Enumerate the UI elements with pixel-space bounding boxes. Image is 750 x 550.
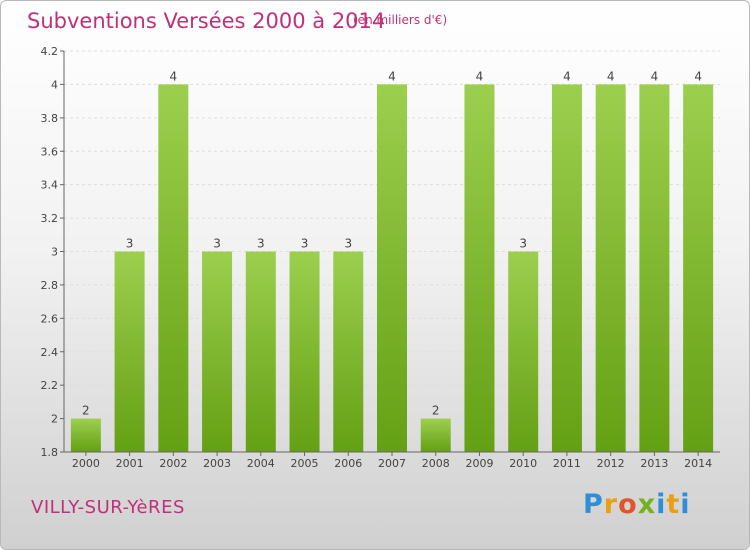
bar-2003 — [202, 251, 233, 452]
data-label: 4 — [388, 69, 396, 83]
bar-2009 — [464, 84, 495, 453]
bar-2001 — [114, 251, 145, 452]
data-label: 4 — [607, 69, 615, 83]
data-label: 4 — [563, 69, 571, 83]
proxiti-logo[interactable]: Proxiti — [583, 489, 691, 520]
x-tick-label: 2012 — [597, 457, 625, 470]
x-tick-label: 2001 — [116, 457, 144, 470]
data-label: 4 — [476, 69, 484, 83]
bar-2008 — [420, 418, 451, 452]
bar-2002 — [158, 84, 189, 453]
y-tick-label: 1.8 — [41, 446, 59, 459]
x-tick-label: 2004 — [247, 457, 275, 470]
x-tick-label: 2003 — [203, 457, 231, 470]
x-tick-label: 2005 — [291, 457, 319, 470]
data-label: 3 — [257, 237, 265, 251]
y-tick-label: 2.2 — [41, 379, 59, 392]
y-tick-label: 3.2 — [41, 212, 59, 225]
y-tick-label: 2 — [51, 413, 58, 426]
bar-2006 — [333, 251, 364, 452]
data-label: 3 — [126, 237, 134, 251]
bar-2014 — [683, 84, 714, 453]
y-tick-label: 3.6 — [41, 145, 59, 158]
x-tick-label: 2009 — [465, 457, 493, 470]
x-tick-label: 2002 — [159, 457, 187, 470]
data-label: 4 — [170, 69, 178, 83]
data-label: 3 — [301, 237, 309, 251]
x-tick-label: 2000 — [72, 457, 100, 470]
x-tick-label: 2011 — [553, 457, 581, 470]
data-label: 4 — [694, 69, 702, 83]
data-label: 3 — [344, 237, 352, 251]
data-label: 2 — [82, 404, 90, 418]
chart-unit: (en milliers d'€) — [353, 13, 448, 27]
bar-2011 — [551, 84, 582, 453]
bar-2012 — [595, 84, 626, 453]
bar-2013 — [639, 84, 670, 453]
commune-name: VILLY-SUR-YèRES — [31, 497, 185, 518]
x-tick-label: 2013 — [640, 457, 668, 470]
chart-title: Subventions Versées 2000 à 2014 — [27, 9, 386, 33]
y-tick-label: 2.4 — [41, 346, 59, 359]
y-tick-label: 2.6 — [41, 312, 59, 325]
bar-2004 — [245, 251, 276, 452]
x-tick-label: 2007 — [378, 457, 406, 470]
bar-2007 — [377, 84, 407, 453]
y-tick-label: 4 — [51, 78, 58, 91]
x-tick-label: 2006 — [334, 457, 362, 470]
x-tick-label: 2008 — [422, 457, 450, 470]
bar-2010 — [508, 251, 539, 452]
y-tick-label: 3.8 — [41, 112, 59, 125]
data-label: 4 — [651, 69, 659, 83]
x-tick-label: 2010 — [509, 457, 537, 470]
data-label: 2 — [432, 404, 440, 418]
y-tick-label: 2.8 — [41, 279, 59, 292]
data-label: 3 — [213, 237, 221, 251]
y-tick-label: 3.4 — [41, 179, 59, 192]
data-label: 3 — [519, 237, 527, 251]
bar-2000 — [70, 418, 101, 452]
x-tick-label: 2014 — [684, 457, 712, 470]
y-tick-label: 4.2 — [41, 45, 59, 58]
y-tick-label: 3 — [51, 246, 58, 259]
bar-2005 — [289, 251, 320, 452]
